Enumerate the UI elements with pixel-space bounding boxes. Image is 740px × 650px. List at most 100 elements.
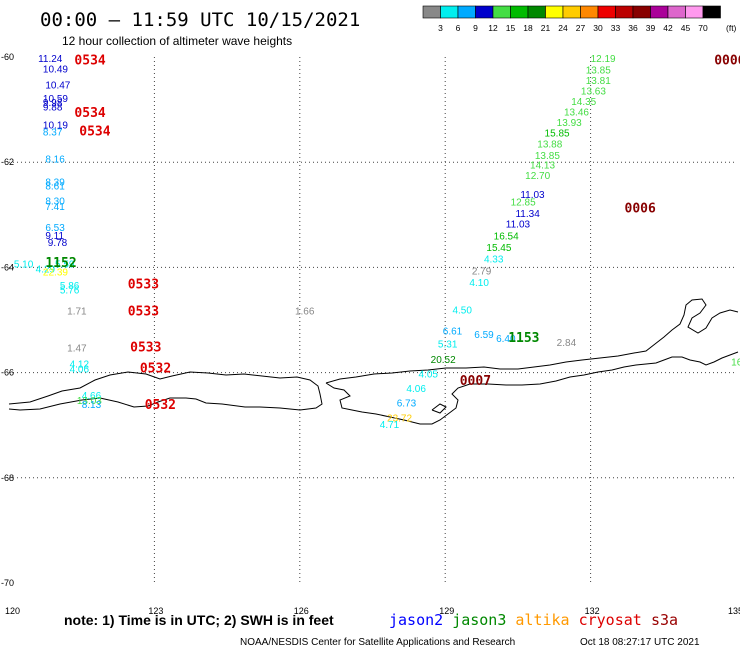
swh-point-label: 8.30 bbox=[45, 197, 65, 208]
colorbar-swatch bbox=[667, 5, 686, 19]
swh-point-label: 4.29 bbox=[36, 264, 56, 275]
swh-point-label: 11.34 bbox=[515, 209, 540, 220]
time-label: 0534 bbox=[74, 54, 105, 69]
swh-point-label: 15.85 bbox=[545, 129, 570, 140]
y-tick-label: -66 bbox=[1, 368, 14, 378]
colorbar-label: 39 bbox=[646, 23, 656, 33]
swh-point-label: 4.33 bbox=[484, 254, 504, 265]
colorbar-label: 33 bbox=[611, 23, 621, 33]
swh-point-label: 13.81 bbox=[586, 76, 611, 87]
swh-point-label: 7.41 bbox=[45, 202, 65, 213]
x-tick-label: 126 bbox=[294, 606, 309, 616]
swh-point-label: 13.88 bbox=[537, 139, 562, 150]
swh-point-label: 5.31 bbox=[438, 340, 458, 351]
swh-point-label: 13.85 bbox=[535, 151, 560, 162]
chart-subtitle: 12 hour collection of altimeter wave hei… bbox=[62, 34, 292, 48]
time-label: 0533 bbox=[130, 340, 161, 355]
swh-point-label: 23.72 bbox=[387, 413, 412, 424]
swh-point-label: 5.10 bbox=[14, 260, 34, 271]
swh-point-label: 6.53 bbox=[45, 223, 65, 234]
colorbar-label: 30 bbox=[593, 23, 603, 33]
swh-point-label: 13.93 bbox=[557, 118, 582, 129]
colorbar-swatch bbox=[580, 5, 599, 19]
satellite-legend-s3a: s3a bbox=[651, 611, 678, 629]
swh-point-label: 13.03 bbox=[77, 396, 102, 407]
colorbar-label: 3 bbox=[438, 23, 443, 33]
chart-title: 00:00 – 11:59 UTC 10/15/2021 bbox=[40, 9, 360, 31]
swh-point-label: 4.10 bbox=[469, 278, 489, 289]
x-tick-label: 120 bbox=[5, 606, 20, 616]
swh-point-label: 10.49 bbox=[43, 65, 68, 76]
time-label-group: 0534 0534 0534 1152 0533 0533 0533 0532 0532 0006… bbox=[45, 54, 740, 414]
map-grid: 120 123 126 129 132 135 -60 -62 -64 -66 -68 -70 bbox=[1, 52, 740, 616]
colorbar-label: 12 bbox=[488, 23, 498, 33]
swh-point-label: 10.59 bbox=[43, 94, 68, 105]
colorbar-swatch bbox=[562, 5, 581, 19]
time-label: 0532 bbox=[145, 398, 176, 413]
x-tick-label: 135 bbox=[728, 606, 740, 616]
swh-point-label: 4.06 bbox=[406, 384, 426, 395]
colorbar-label: 24 bbox=[558, 23, 568, 33]
swh-point-label: 5.59 bbox=[55, 260, 75, 271]
swh-point-label: 4.06 bbox=[70, 364, 90, 375]
swh-point-label: 1.71 bbox=[67, 307, 87, 318]
colorbar-swatch bbox=[440, 5, 459, 19]
swh-point-label: 1.66 bbox=[295, 307, 315, 318]
swh-point-label: 8.61 bbox=[45, 181, 65, 192]
swh-point-label: 10.19 bbox=[43, 120, 68, 131]
colorbar-label: 21 bbox=[541, 23, 551, 33]
swh-point-label: 12.19 bbox=[591, 54, 616, 65]
swh-point-label: 4.66 bbox=[82, 391, 102, 402]
colorbar-label: 15 bbox=[506, 23, 516, 33]
swh-point-label: 22.39 bbox=[43, 268, 68, 279]
colorbar-swatch bbox=[685, 5, 704, 19]
swh-point-label: 14.35 bbox=[571, 97, 596, 108]
satellite-legend-jason3: jason3 bbox=[452, 611, 506, 629]
swh-point-label: 9.98 bbox=[43, 98, 63, 109]
swh-point-label: 15.45 bbox=[486, 243, 511, 254]
colorbar-swatch bbox=[615, 5, 634, 19]
y-tick-label: -70 bbox=[1, 578, 14, 588]
swh-point-label: 20.52 bbox=[431, 355, 456, 366]
swh-point-label: 4.71 bbox=[380, 420, 400, 431]
satellite-legend: jason2 jason3 altika cryosat s3a bbox=[389, 611, 678, 629]
colorbar-swatch bbox=[702, 5, 721, 19]
colorbar-swatch bbox=[597, 5, 616, 19]
colorbar-label: 9 bbox=[473, 23, 478, 33]
swh-point-label: 9.11 bbox=[45, 231, 64, 242]
antarctic-coastline bbox=[8, 371, 323, 411]
time-label: 0006 bbox=[714, 54, 740, 69]
colorbar-label: 45 bbox=[681, 23, 691, 33]
swh-point-label: 4.12 bbox=[70, 360, 90, 371]
swh-point-label: 11.03 bbox=[520, 190, 545, 201]
colorbar-swatch bbox=[650, 5, 669, 19]
time-label: 0534 bbox=[74, 106, 105, 121]
colorbar-swatch bbox=[545, 5, 564, 19]
colorbar-label: 18 bbox=[523, 23, 533, 33]
swh-point-label: 6.61 bbox=[443, 327, 463, 338]
colorbar-label: 36 bbox=[628, 23, 638, 33]
time-label: 1152 bbox=[45, 256, 76, 271]
swh-point-label: 13.63 bbox=[581, 87, 606, 98]
footer-note: note: 1) Time is in UTC; 2) SWH is in fe… bbox=[64, 612, 334, 628]
swh-point-label: 16 bbox=[731, 358, 740, 369]
swh-colorbar: 3 6 9 12 15 18 21 24 27 30 33 36 39 42 45 70 (ft) bbox=[422, 5, 737, 33]
x-tick-label: 123 bbox=[148, 606, 163, 616]
colorbar-swatch bbox=[492, 5, 511, 19]
footer-timestamp: Oct 18 08:27:17 UTC 2021 bbox=[580, 637, 700, 648]
swh-point-label: 8.16 bbox=[45, 155, 65, 166]
swh-point-label: 5.86 bbox=[60, 281, 80, 292]
swh-point-label: 8.13 bbox=[82, 400, 102, 411]
swh-point-label: 8.37 bbox=[43, 128, 63, 139]
antarctic-coastline-east bbox=[325, 298, 739, 425]
y-tick-label: -68 bbox=[1, 473, 14, 483]
swh-point-label: 6.73 bbox=[397, 399, 417, 410]
swh-point-label: 16.54 bbox=[494, 231, 519, 242]
swh-point-label: 6.40 bbox=[496, 334, 516, 345]
colorbar-label: 27 bbox=[576, 23, 586, 33]
y-tick-label: -64 bbox=[1, 262, 14, 272]
colorbar-unit: (ft) bbox=[726, 23, 737, 33]
colorbar-swatch bbox=[527, 5, 546, 19]
colorbar-swatch bbox=[475, 5, 494, 19]
